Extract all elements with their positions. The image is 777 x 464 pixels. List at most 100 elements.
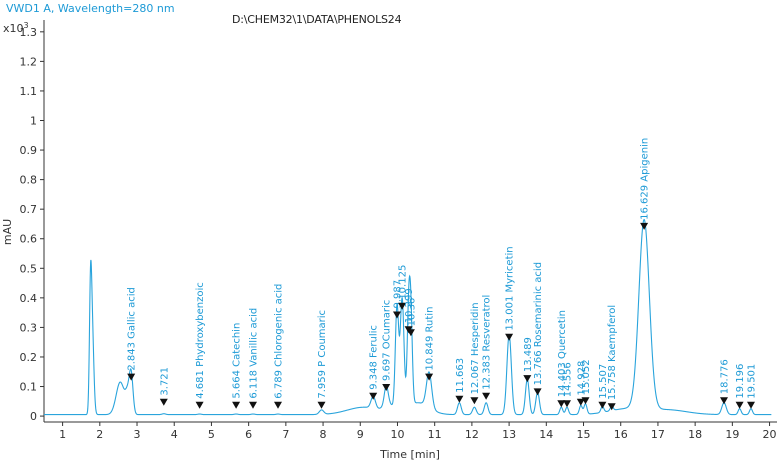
axis-ticks: 1 2 3 4 5 6 7 8 9 10 11 12 13 14 15 16 17 18 19 2000.10.20.…	[20, 26, 777, 441]
peak-label: 13.489	[523, 337, 534, 372]
y-tick-label: 0.2	[20, 351, 38, 364]
peak-marker	[581, 397, 590, 405]
x-tick-label: 9	[357, 428, 364, 441]
x-tick-label: 20	[763, 428, 777, 441]
peak-marker	[747, 401, 755, 409]
x-tick-label: 8	[320, 428, 327, 441]
peak-marker	[470, 397, 479, 405]
y-tick-label: 0.4	[20, 292, 38, 305]
peak-marker	[127, 373, 136, 381]
x-tick-label: 14	[539, 428, 553, 441]
peak-label: 13.001 Myricetin	[505, 246, 516, 330]
y-tick-label: 0.7	[20, 203, 38, 216]
peak-marker	[249, 401, 257, 409]
peak-label: 10.125	[398, 265, 409, 300]
peak-marker	[557, 400, 566, 408]
peak-label: 6.789 Chlorogenic acid	[273, 284, 284, 399]
x-tick-label: 16	[614, 428, 628, 441]
y-tick-label: 0.1	[20, 381, 38, 394]
peak-label: 14.556	[563, 362, 574, 397]
y-tick-label: 1.2	[20, 55, 38, 68]
x-tick-label: 5	[208, 428, 215, 441]
x-tick-label: 6	[245, 428, 252, 441]
x-tick-label: 12	[465, 428, 479, 441]
peak-marker	[274, 401, 282, 409]
peak-label: 10.849 Rutin	[425, 307, 436, 371]
y-tick-label: 0.9	[20, 144, 38, 157]
peak-marker	[720, 397, 728, 405]
peak-marker	[533, 388, 542, 396]
peak-label: 15.052	[581, 359, 592, 394]
peak-label: 16.629 Apigenin	[640, 138, 651, 220]
peak-marker	[563, 400, 571, 408]
y-tick-label: 0.6	[20, 233, 38, 246]
x-tick-label: 17	[651, 428, 665, 441]
peak-marker	[523, 375, 532, 383]
peak-marker	[598, 401, 607, 409]
peak-label: 15.507	[598, 364, 609, 399]
peak-marker	[159, 398, 168, 406]
data-file-path: D:\CHEM32\1\DATA\PHENOLS24	[232, 13, 402, 26]
x-tick-label: 2	[96, 428, 103, 441]
peak-label: 18.776	[719, 359, 730, 394]
peak-label: 10.299	[404, 288, 415, 323]
peak-marker	[505, 333, 514, 341]
peak-marker	[398, 302, 407, 310]
peak-label: 9.987	[393, 280, 404, 309]
y-tick-label: 0.5	[20, 262, 38, 275]
y-tick-label: 0	[30, 410, 37, 423]
peak-marker	[576, 398, 585, 406]
x-tick-label: 4	[171, 428, 178, 441]
chromatogram-trace	[44, 218, 772, 416]
peak-marker	[195, 401, 204, 409]
x-tick-label: 15	[577, 428, 591, 441]
peak-marker	[640, 222, 649, 230]
peak-marker	[607, 403, 616, 411]
peak-label: 7.959 P Coumaric	[317, 310, 328, 399]
x-tick-label: 13	[502, 428, 516, 441]
y-tick-label: 0.8	[20, 174, 38, 187]
peak-marker	[369, 392, 378, 400]
peak-marker	[393, 311, 401, 319]
x-tick-label: 7	[282, 428, 289, 441]
peak-label: 9.348 Ferulic	[369, 325, 380, 390]
peak-marker	[482, 392, 491, 400]
peak-label: 2.843 Gallic acid	[127, 287, 138, 370]
peak-label: 12.383 Resveratrol	[482, 295, 493, 390]
x-tick-label: 3	[134, 428, 141, 441]
peak-label: 14.403 Quercetin	[557, 310, 568, 397]
peak-label: 4.681 Phydroxybenzoic	[195, 282, 206, 398]
peak-label: 15.758 Kaempferol	[607, 305, 618, 400]
y-multiplier-exponent: 3	[24, 21, 29, 30]
x-tick-label: 19	[725, 428, 739, 441]
peak-label: 14.928	[576, 361, 587, 396]
x-tick-label: 11	[428, 428, 442, 441]
x-tick-label: 18	[688, 428, 702, 441]
peak-label: 6.118 Vanillic acid	[248, 308, 259, 399]
peak-marker	[317, 401, 326, 409]
y-tick-label: 1.3	[20, 26, 38, 39]
y-multiplier-label: x103	[3, 21, 29, 35]
peak-marker	[735, 401, 744, 409]
y-multiplier-base: x10	[3, 22, 24, 35]
peak-label: 12.067 Hesperidin	[470, 302, 481, 394]
peak-label: 11.663	[455, 358, 466, 393]
x-tick-label: 1	[59, 428, 66, 441]
peak-label: 10.36	[406, 298, 417, 327]
y-tick-label: 1	[30, 115, 37, 128]
peak-label: 9.697 OCumaric	[382, 300, 393, 381]
peak-label: 19.501	[746, 364, 757, 399]
peak-label: 13.766 Rosemarinic acid	[533, 262, 544, 385]
x-tick-label: 10	[390, 428, 404, 441]
peak-label: 19.196	[735, 364, 746, 399]
peak-marker	[232, 401, 241, 409]
y-tick-label: 0.3	[20, 321, 38, 334]
peak-label: 3.721	[159, 367, 170, 396]
signal-title: VWD1 A, Wavelength=280 nm	[6, 2, 175, 15]
peak-marker	[455, 395, 464, 403]
y-tick-label: 1.1	[20, 85, 38, 98]
peak-marker	[406, 329, 415, 337]
y-axis-label: mAU	[1, 219, 14, 245]
axes: x103 mAU Time [min]	[1, 20, 777, 461]
